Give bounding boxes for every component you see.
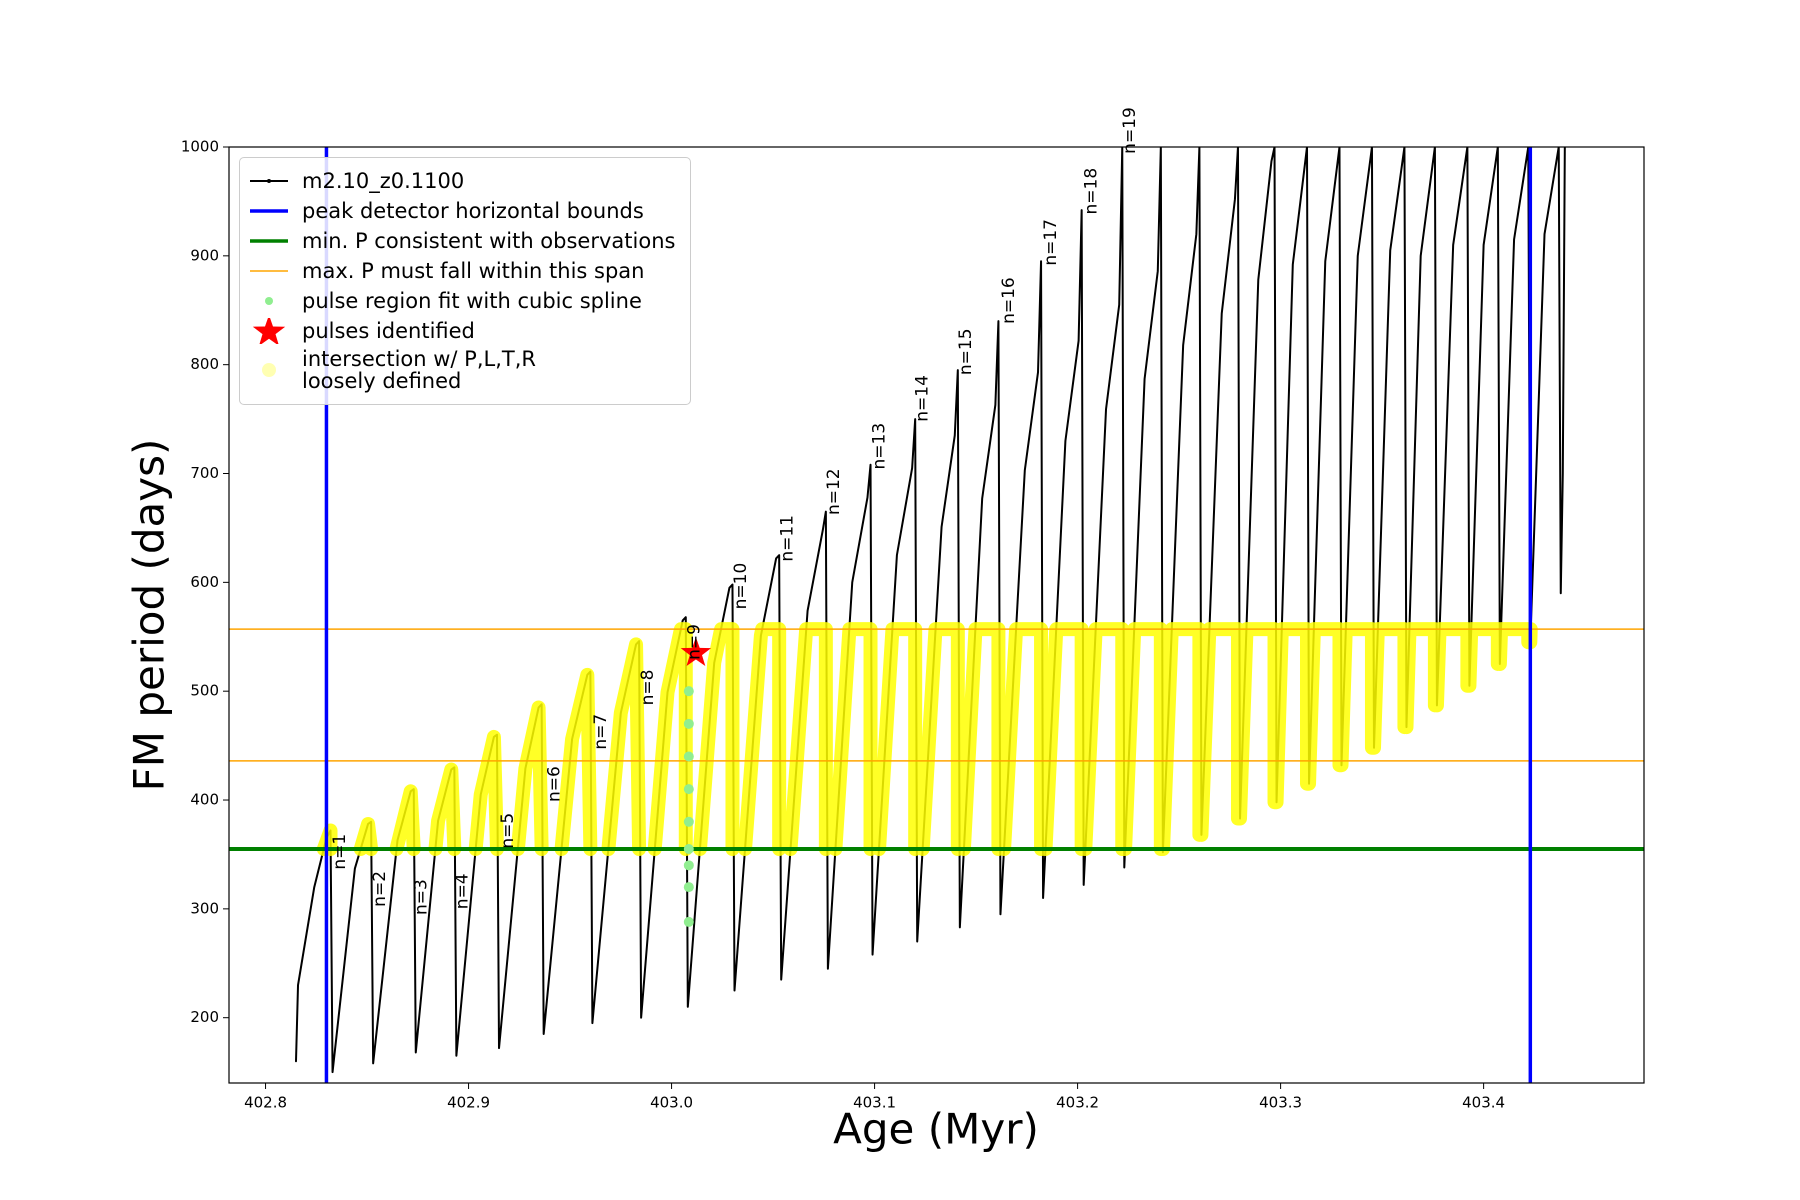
- swatch-mark: [262, 363, 276, 377]
- pulse-label: n=14: [913, 375, 933, 422]
- x-tick-label: 403.2: [1056, 1094, 1099, 1112]
- x-tick-label: 403.0: [650, 1094, 693, 1112]
- fit-point: [683, 686, 694, 697]
- x-tick-label: 403.4: [1462, 1094, 1505, 1112]
- legend-label: min. P consistent with observations: [302, 229, 676, 253]
- pulse-label: n=8: [638, 670, 658, 706]
- pulse-label: n=11: [778, 515, 798, 562]
- plot-area: [229, 147, 1644, 1083]
- legend-swatch: [262, 363, 276, 377]
- legend-label: intersection w/ P,L,T,R loosely defined: [302, 347, 536, 393]
- y-tick-label: 600: [190, 573, 219, 591]
- fit-point: [683, 844, 694, 854]
- fit-point: [683, 860, 694, 871]
- legend-swatch: [250, 179, 288, 183]
- y-tick-label: 700: [190, 464, 219, 482]
- pulse-label: n=2: [370, 871, 390, 907]
- legend-entry: peak detector horizontal bounds: [248, 198, 682, 224]
- legend-swatch: [250, 209, 288, 213]
- legend-label: max. P must fall within this span: [302, 259, 645, 283]
- pulse-label: n=9: [684, 624, 704, 660]
- pulse-label: n=17: [1041, 219, 1061, 266]
- legend-entry: max. P must fall within this span: [248, 258, 682, 284]
- legend-entry: pulse region fit with cubic spline: [248, 288, 682, 314]
- y-tick-label: 400: [190, 791, 219, 809]
- y-tick-label: 300: [190, 899, 219, 917]
- x-tick-label: 403.3: [1259, 1094, 1302, 1112]
- y-axis-label: FM period (days): [125, 439, 174, 792]
- pulse-label: n=4: [452, 873, 472, 909]
- y-tick-label: 1000: [181, 138, 219, 156]
- legend-swatch: [265, 297, 273, 305]
- legend-entry: min. P consistent with observations: [248, 228, 682, 254]
- legend-swatch: [250, 239, 288, 243]
- y-tick-label: 200: [190, 1008, 219, 1026]
- swatch-mark: [265, 297, 273, 305]
- pulse-label: n=15: [956, 328, 976, 375]
- y-tick-label: 900: [190, 246, 219, 264]
- fit-point: [683, 751, 694, 762]
- legend-label: pulses identified: [302, 319, 475, 343]
- legend-label: peak detector horizontal bounds: [302, 199, 644, 223]
- legend-entry: intersection w/ P,L,T,R loosely defined: [248, 348, 682, 392]
- pulse-label: n=13: [870, 423, 890, 470]
- x-axis-label: Age (Myr): [833, 1105, 1039, 1154]
- pulse-label: n=5: [498, 813, 518, 849]
- fit-point: [683, 882, 694, 893]
- y-tick-label: 500: [190, 682, 219, 700]
- x-tick-label: 402.8: [244, 1094, 287, 1112]
- pulse-label: n=3: [412, 879, 432, 915]
- legend-label: pulse region fit with cubic spline: [302, 289, 642, 313]
- y-tick-label: 800: [190, 355, 219, 373]
- x-tick-label: 403.1: [853, 1094, 896, 1112]
- pulse-label: n=12: [824, 468, 844, 515]
- fit-point: [683, 784, 694, 795]
- pulse-label: n=16: [999, 277, 1019, 324]
- pulse-label: n=1: [330, 834, 350, 870]
- pulse-label: n=7: [591, 714, 611, 750]
- pulse-label: n=6: [545, 766, 565, 802]
- pulse-label: n=18: [1082, 168, 1102, 215]
- pulse-star: [680, 637, 712, 666]
- swatch-mark: [252, 318, 286, 344]
- pulse-label: n=19: [1120, 107, 1140, 154]
- fit-point: [683, 916, 694, 927]
- fit-point: [683, 718, 694, 729]
- legend-label: m2.10_z0.1100: [302, 169, 465, 193]
- fit-point: [683, 816, 694, 827]
- legend-swatch: [250, 270, 288, 272]
- legend-swatch: [252, 318, 286, 344]
- legend-entry: pulses identified: [248, 318, 682, 344]
- pulse-label: n=10: [731, 563, 751, 610]
- plot-frame: [228, 146, 1645, 1084]
- x-tick-label: 402.9: [447, 1094, 490, 1112]
- legend-entry: m2.10_z0.1100: [248, 168, 682, 194]
- swatch-mark: [267, 179, 271, 183]
